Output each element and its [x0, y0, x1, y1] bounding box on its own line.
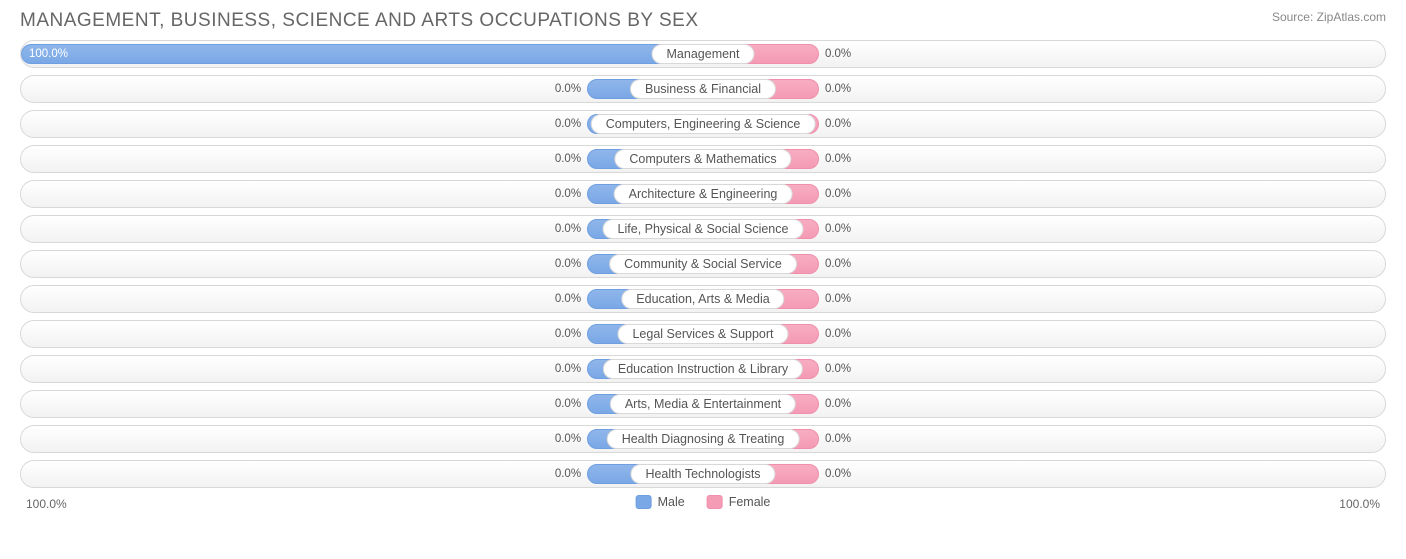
- legend-item-female: Female: [707, 495, 771, 509]
- axis-area: 100.0% Male Female 100.0%: [20, 495, 1386, 535]
- female-pct-label: 0.0%: [825, 433, 851, 445]
- category-label: Legal Services & Support: [617, 324, 788, 344]
- male-pct-label: 0.0%: [555, 153, 581, 165]
- chart-row: Health Technologists 0.0% 0.0%: [20, 460, 1386, 488]
- chart-row: Legal Services & Support 0.0% 0.0%: [20, 320, 1386, 348]
- category-label: Education, Arts & Media: [621, 289, 784, 309]
- female-pct-label: 0.0%: [825, 118, 851, 130]
- female-pct-label: 0.0%: [825, 83, 851, 95]
- chart-row: Computers, Engineering & Science 0.0% 0.0%: [20, 110, 1386, 138]
- chart-row: Community & Social Service 0.0% 0.0%: [20, 250, 1386, 278]
- male-pct-label: 0.0%: [555, 328, 581, 340]
- axis-left-label: 100.0%: [26, 497, 67, 511]
- chart-row: Business & Financial 0.0% 0.0%: [20, 75, 1386, 103]
- category-label: Health Diagnosing & Treating: [607, 429, 800, 449]
- category-label: Business & Financial: [630, 79, 776, 99]
- male-pct-label: 0.0%: [555, 293, 581, 305]
- male-pct-label: 0.0%: [555, 83, 581, 95]
- legend-swatch-male: [636, 495, 652, 509]
- male-pct-label: 0.0%: [555, 363, 581, 375]
- category-label: Management: [652, 44, 755, 64]
- female-pct-label: 0.0%: [825, 258, 851, 270]
- chart-row: Architecture & Engineering 0.0% 0.0%: [20, 180, 1386, 208]
- category-label: Computers & Mathematics: [614, 149, 791, 169]
- female-pct-label: 0.0%: [825, 48, 851, 60]
- female-pct-label: 0.0%: [825, 293, 851, 305]
- legend-swatch-female: [707, 495, 723, 509]
- legend: Male Female: [636, 495, 771, 509]
- male-pct-label: 0.0%: [555, 398, 581, 410]
- male-pct-label: 0.0%: [555, 223, 581, 235]
- category-label: Computers, Engineering & Science: [591, 114, 816, 134]
- chart-header: MANAGEMENT, BUSINESS, SCIENCE AND ARTS O…: [20, 10, 1386, 32]
- female-pct-label: 0.0%: [825, 328, 851, 340]
- male-pct-label: 0.0%: [555, 188, 581, 200]
- category-label: Arts, Media & Entertainment: [610, 394, 796, 414]
- male-pct-label: 0.0%: [555, 433, 581, 445]
- category-label: Architecture & Engineering: [614, 184, 793, 204]
- male-pct-label: 0.0%: [555, 468, 581, 480]
- chart-row: Management 100.0% 0.0%: [20, 40, 1386, 68]
- female-pct-label: 0.0%: [825, 153, 851, 165]
- chart-container: MANAGEMENT, BUSINESS, SCIENCE AND ARTS O…: [0, 0, 1406, 559]
- female-pct-label: 0.0%: [825, 188, 851, 200]
- chart-row: Education, Arts & Media 0.0% 0.0%: [20, 285, 1386, 313]
- axis-right-label: 100.0%: [1339, 497, 1380, 511]
- chart-row: Life, Physical & Social Science 0.0% 0.0%: [20, 215, 1386, 243]
- chart-row: Computers & Mathematics 0.0% 0.0%: [20, 145, 1386, 173]
- category-label: Community & Social Service: [609, 254, 797, 274]
- female-pct-label: 0.0%: [825, 363, 851, 375]
- legend-item-male: Male: [636, 495, 685, 509]
- category-label: Life, Physical & Social Science: [603, 219, 804, 239]
- female-pct-label: 0.0%: [825, 398, 851, 410]
- chart-row: Arts, Media & Entertainment 0.0% 0.0%: [20, 390, 1386, 418]
- female-pct-label: 0.0%: [825, 223, 851, 235]
- chart-source: Source: ZipAtlas.com: [1272, 10, 1386, 24]
- chart-row: Health Diagnosing & Treating 0.0% 0.0%: [20, 425, 1386, 453]
- male-bar: [21, 44, 703, 64]
- legend-label-male: Male: [658, 495, 685, 509]
- chart-row: Education Instruction & Library 0.0% 0.0%: [20, 355, 1386, 383]
- category-label: Education Instruction & Library: [603, 359, 803, 379]
- male-pct-label: 0.0%: [555, 258, 581, 270]
- chart-rows: Management100.0%0.0%Business & Financial…: [20, 40, 1386, 488]
- legend-label-female: Female: [729, 495, 771, 509]
- category-label: Health Technologists: [630, 464, 775, 484]
- male-pct-label: 100.0%: [29, 48, 68, 60]
- female-pct-label: 0.0%: [825, 468, 851, 480]
- male-pct-label: 0.0%: [555, 118, 581, 130]
- chart-title: MANAGEMENT, BUSINESS, SCIENCE AND ARTS O…: [20, 10, 699, 32]
